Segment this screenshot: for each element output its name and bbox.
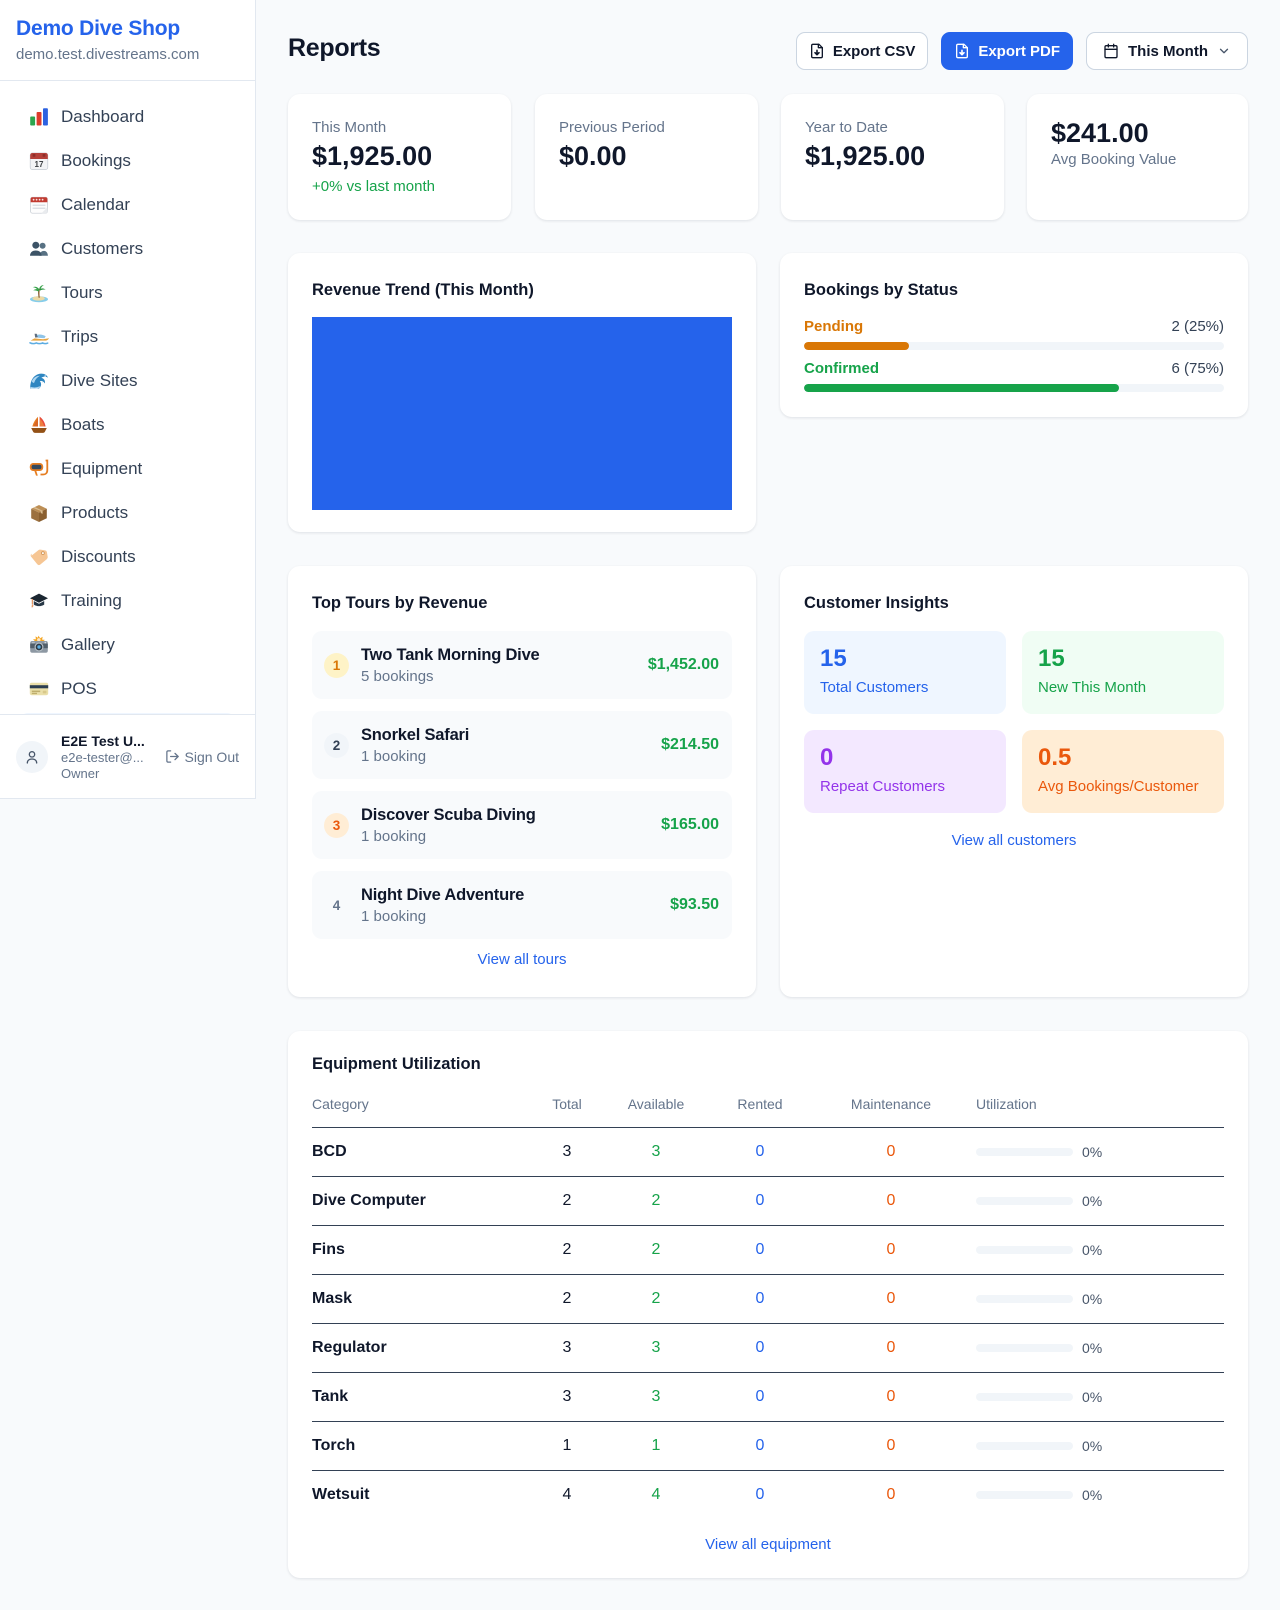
svg-text:17: 17 [35,160,44,169]
